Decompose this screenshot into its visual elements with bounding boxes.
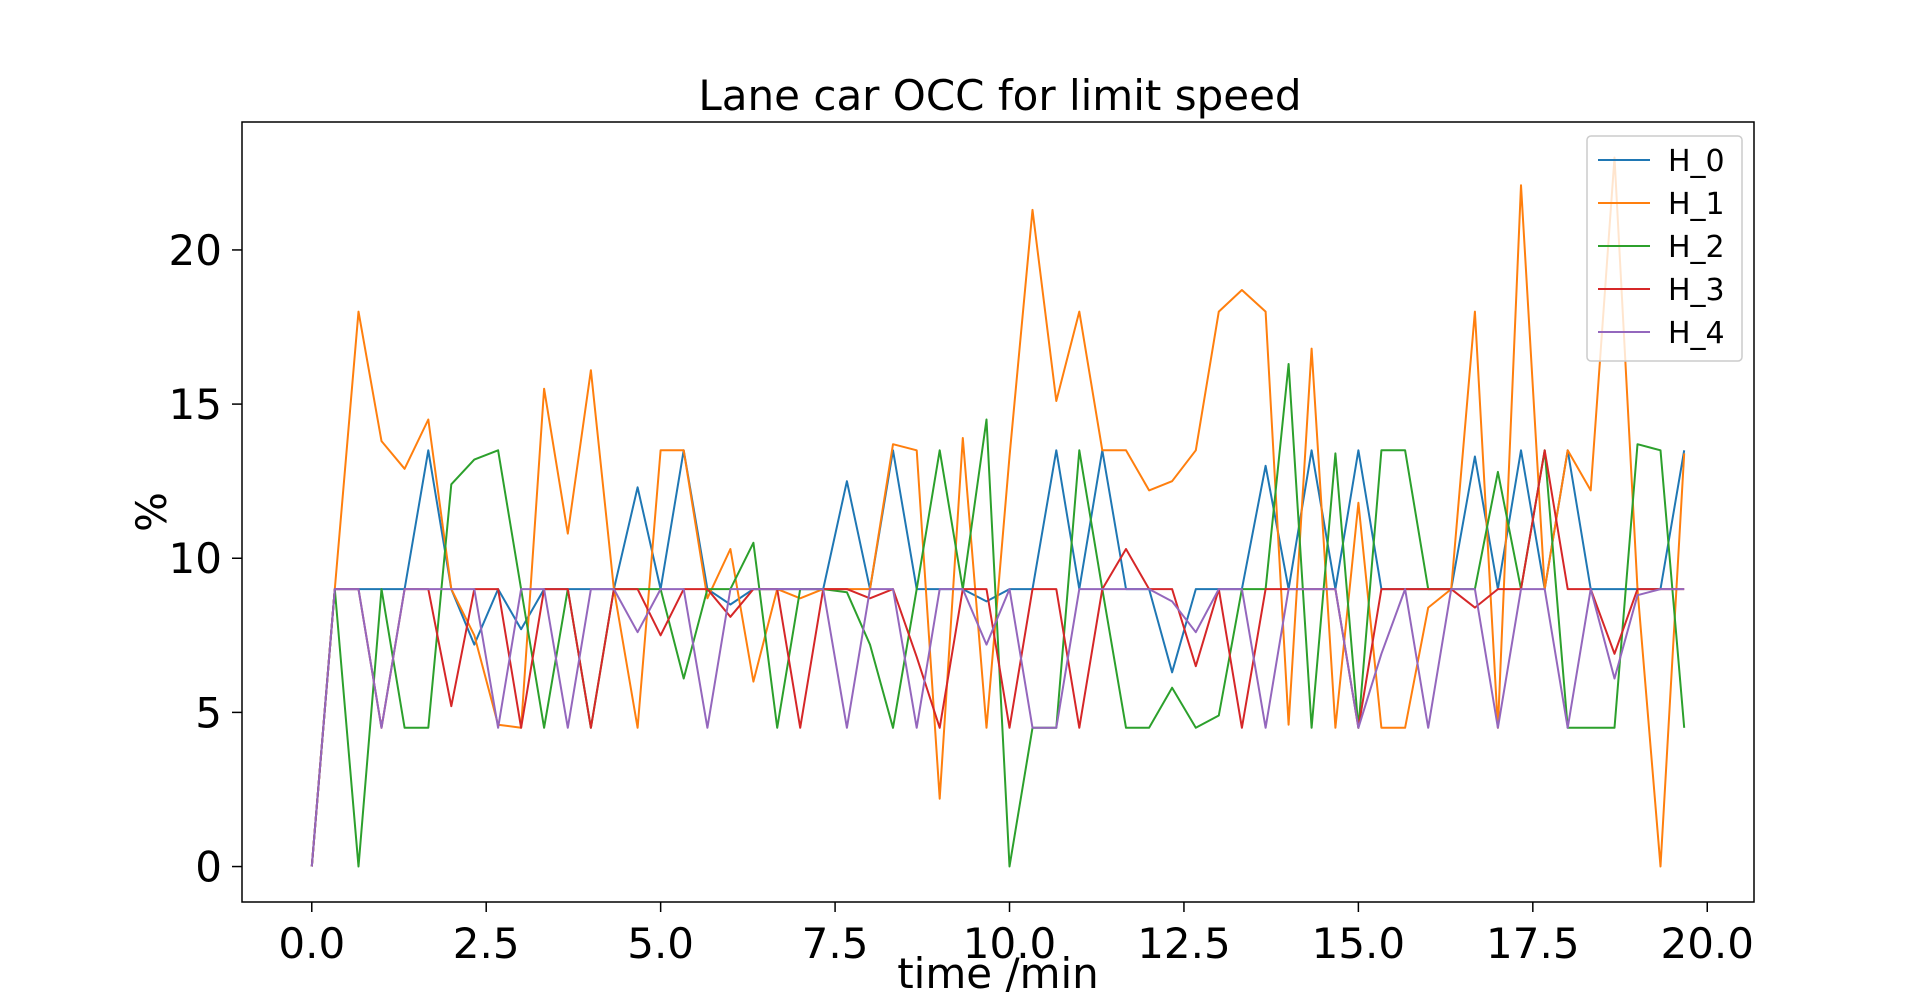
plot-background (242, 122, 1754, 902)
y-tick-label: 10 (169, 534, 222, 583)
series-line-h-3 (310, 449, 1685, 867)
x-tick-label: 17.5 (1486, 919, 1580, 968)
legend-label: H_2 (1668, 230, 1725, 265)
y-tick-label: 5 (195, 688, 222, 737)
legend-label: H_0 (1668, 144, 1725, 179)
x-tick-label: 0.0 (278, 919, 345, 968)
y-tick-label: 20 (169, 226, 222, 275)
series-layer (310, 156, 1686, 868)
x-axis: 0.0 2.5 5.0 7.5 10.0 12.5 15.0 17.5 20.0 (278, 902, 1754, 968)
y-tick-label: 15 (169, 380, 222, 429)
y-axis-label: % (127, 492, 176, 532)
series-line-h-4 (310, 588, 1685, 867)
legend: H_0 H_1 H_2 H_3 H_4 (1586, 135, 1743, 362)
y-tick-label: 0 (195, 843, 222, 892)
plot-frame (241, 121, 1755, 903)
x-tick-label: 12.5 (1137, 919, 1231, 968)
plot-area (241, 121, 1755, 903)
x-tick-label: 20.0 (1660, 919, 1754, 968)
x-tick-label: 2.5 (453, 919, 520, 968)
chart-title: Lane car OCC for limit speed (698, 71, 1301, 120)
legend-label: H_1 (1668, 187, 1725, 222)
x-tick-label: 10.0 (963, 919, 1057, 968)
series-line-h-1 (310, 156, 1686, 868)
legend-frame (1586, 135, 1743, 362)
x-axis-label: time /min (897, 949, 1099, 998)
x-tick-label: 5.0 (627, 919, 694, 968)
legend-label: H_4 (1668, 316, 1725, 351)
y-axis: 0 5 10 15 20 (169, 226, 242, 892)
x-tick-label: 15.0 (1312, 919, 1406, 968)
x-tick-label: 7.5 (802, 919, 869, 968)
legend-label: H_3 (1668, 273, 1725, 308)
